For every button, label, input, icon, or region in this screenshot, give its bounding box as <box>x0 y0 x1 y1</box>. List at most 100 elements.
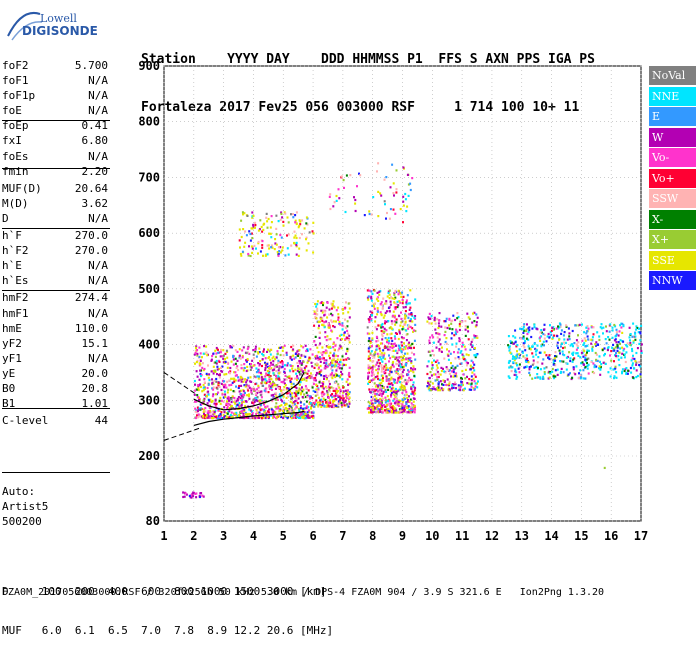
echo-point <box>606 348 609 352</box>
echo-point <box>278 394 281 397</box>
echo-point <box>249 368 252 371</box>
echo-point <box>394 396 397 399</box>
echo-point <box>246 394 249 397</box>
echo-point <box>194 389 197 392</box>
echo-point <box>368 337 371 340</box>
echo-point <box>304 344 307 347</box>
echo-point <box>562 353 564 356</box>
echo-point <box>581 361 584 364</box>
echo-point <box>328 380 330 383</box>
echo-point <box>373 354 376 357</box>
echo-point <box>383 404 385 407</box>
echo-point <box>410 318 412 321</box>
echo-point <box>578 323 581 326</box>
echo-point <box>328 354 331 357</box>
echo-point <box>408 358 411 362</box>
echo-point <box>411 404 414 407</box>
echo-point <box>233 378 236 381</box>
echo-point <box>292 348 295 351</box>
echo-point <box>392 343 395 346</box>
echo-point <box>261 244 264 247</box>
echo-point <box>213 411 216 414</box>
echo-point <box>182 491 185 494</box>
echo-point <box>396 369 399 373</box>
echo-point <box>227 398 230 401</box>
echo-point <box>393 292 396 295</box>
echo-point <box>396 350 399 353</box>
echo-point <box>433 317 436 320</box>
echo-point <box>474 385 477 388</box>
echo-point <box>318 372 321 375</box>
echo-point <box>303 378 306 381</box>
echo-point <box>266 362 269 366</box>
echo-point <box>229 346 232 349</box>
echo-point <box>253 244 256 247</box>
echo-point <box>247 252 250 256</box>
echo-point <box>577 334 579 337</box>
x-tick-label: 13 <box>515 529 529 543</box>
echo-point <box>238 384 241 388</box>
echo-point <box>241 399 244 402</box>
echo-point <box>405 364 407 367</box>
echo-point <box>344 318 346 321</box>
echo-point <box>516 364 519 367</box>
echo-point <box>409 188 412 192</box>
echo-point <box>289 400 292 403</box>
echo-point <box>398 388 401 391</box>
echo-point <box>399 402 402 405</box>
y-tick-label: 400 <box>138 338 160 352</box>
echo-point <box>208 416 211 419</box>
echo-point <box>208 373 211 376</box>
echo-point <box>339 397 342 400</box>
echo-point <box>330 319 333 322</box>
echo-point <box>270 246 273 249</box>
echo-point <box>258 375 260 378</box>
echo-point <box>281 246 284 249</box>
echo-point <box>384 345 387 348</box>
echo-point <box>573 342 576 345</box>
echo-point <box>470 388 473 391</box>
echo-point <box>199 415 202 418</box>
echo-point <box>337 306 340 309</box>
echo-point <box>216 387 219 390</box>
echo-point <box>232 390 235 393</box>
echo-point <box>228 384 231 387</box>
echo-point <box>469 368 472 371</box>
echo-point <box>205 345 208 348</box>
echo-point <box>563 338 566 341</box>
echo-point <box>542 375 545 378</box>
echo-point <box>377 355 380 358</box>
echo-point <box>404 306 407 309</box>
echo-point <box>582 343 585 346</box>
echo-point <box>344 338 347 341</box>
echo-point <box>356 185 358 188</box>
echo-point <box>332 387 335 390</box>
echo-point <box>514 336 517 339</box>
echo-point <box>613 349 616 352</box>
echo-point <box>384 322 386 325</box>
echo-point <box>312 232 315 235</box>
echo-point <box>392 378 395 381</box>
echo-point <box>392 192 395 195</box>
echo-point <box>198 407 201 410</box>
echo-point <box>628 336 631 339</box>
echo-point <box>234 402 237 405</box>
echo-point <box>443 357 446 360</box>
echo-point <box>243 408 246 411</box>
echo-point <box>256 396 259 399</box>
echo-point <box>277 359 280 362</box>
echo-point <box>254 376 257 379</box>
echo-point <box>391 327 393 330</box>
echo-point <box>275 356 278 359</box>
echo-point <box>242 213 244 216</box>
echo-point <box>324 310 326 313</box>
echo-point <box>221 379 224 382</box>
echo-point <box>255 247 257 250</box>
echo-point <box>389 186 392 189</box>
echo-point <box>332 300 335 303</box>
profile-curve-lower <box>193 410 305 426</box>
echo-point <box>339 345 342 348</box>
echo-point <box>377 404 380 407</box>
echo-point <box>259 219 262 222</box>
echo-point <box>214 369 217 372</box>
